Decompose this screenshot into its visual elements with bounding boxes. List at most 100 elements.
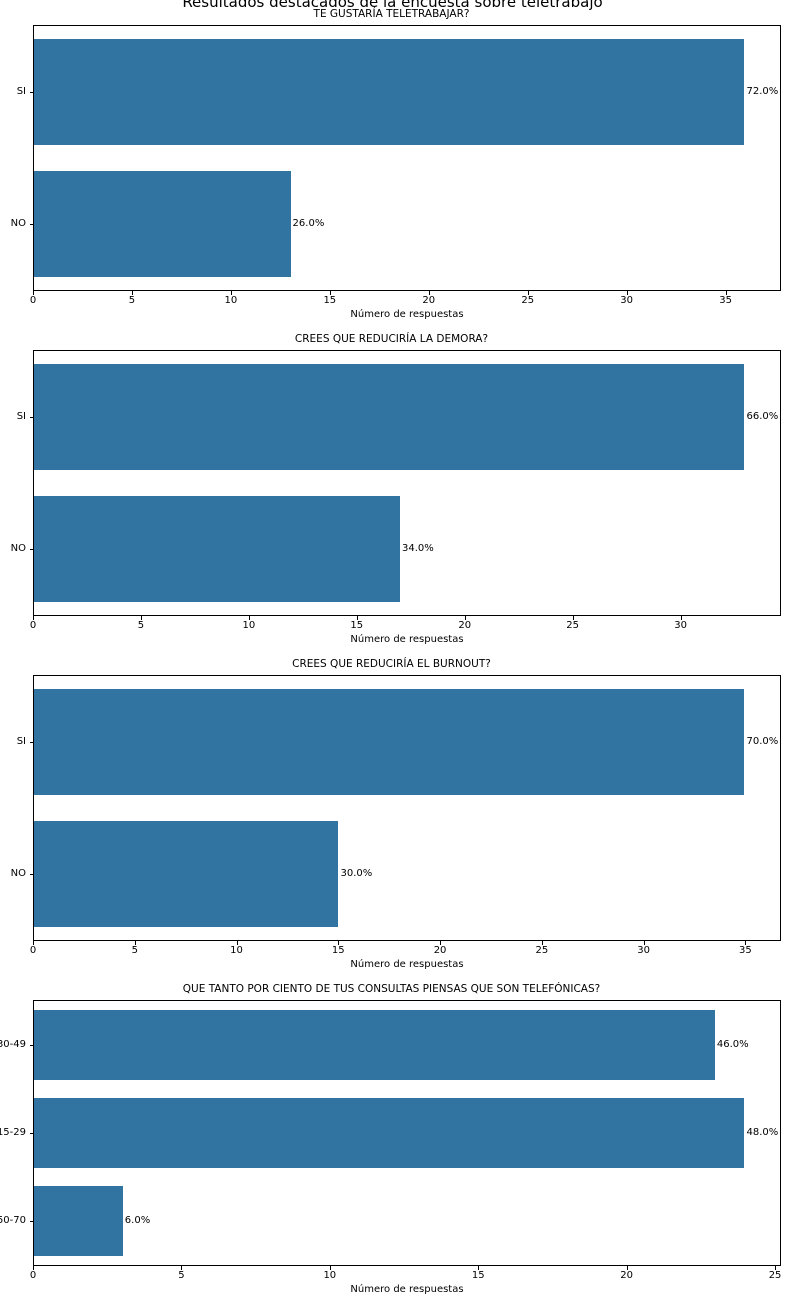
x-tick-label: 15 bbox=[471, 1270, 485, 1281]
bar-value-label: 30.0% bbox=[340, 868, 373, 879]
x-tick-mark bbox=[356, 616, 358, 620]
chart-title: CREES QUE REDUCIRÍA EL BURNOUT? bbox=[292, 658, 491, 670]
x-tick-mark bbox=[775, 1266, 777, 1270]
x-axis-label: Número de respuestas bbox=[350, 309, 464, 320]
x-tick-mark bbox=[329, 1266, 331, 1270]
x-tick-label: 5 bbox=[178, 1270, 185, 1281]
x-tick-label: 0 bbox=[29, 295, 37, 306]
y-tick-mark bbox=[30, 224, 34, 225]
x-tick-mark bbox=[248, 616, 250, 620]
x-tick-label: 25 bbox=[521, 295, 535, 306]
bar-value-label: 48.0% bbox=[746, 1127, 779, 1138]
y-tick-label: NO bbox=[10, 543, 26, 554]
x-axis-label: Número de respuestas bbox=[350, 959, 464, 970]
x-tick-label: 25 bbox=[768, 1270, 782, 1281]
x-tick-label: 10 bbox=[230, 945, 243, 956]
x-tick-label: 25 bbox=[566, 620, 580, 631]
x-axis: 0 5 10 15 20 25 30 35 bbox=[29, 941, 781, 958]
bar-si bbox=[34, 364, 745, 470]
y-tick-mark bbox=[30, 1133, 34, 1134]
y-tick-mark bbox=[30, 417, 34, 418]
x-tick-mark bbox=[33, 616, 34, 620]
plot-area: 66.0% SI 34.0% NO bbox=[11, 350, 781, 616]
bar-value-label: 46.0% bbox=[716, 1039, 749, 1050]
x-tick-mark bbox=[338, 941, 340, 945]
x-tick-mark bbox=[440, 941, 442, 945]
x-axis: 0 5 10 15 20 25 30 bbox=[29, 616, 781, 633]
figure-suptitle: Resultados destacados de la encuesta sob… bbox=[182, 0, 603, 11]
x-tick-mark bbox=[181, 1266, 183, 1270]
x-tick-label: 10 bbox=[323, 1270, 337, 1281]
chart-2: CREES QUE REDUCIRÍA LA DEMORA? 66.0% SI 34.… bbox=[0, 333, 785, 646]
chart-title: CREES QUE REDUCIRÍA LA DEMORA? bbox=[294, 333, 489, 345]
x-tick-label: 0 bbox=[29, 1270, 37, 1281]
x-tick-mark bbox=[131, 291, 133, 295]
x-tick-mark bbox=[680, 616, 682, 620]
x-tick-label: 20 bbox=[620, 1270, 634, 1281]
plot-area: 70.0% SI 30.0% NO bbox=[11, 675, 781, 941]
y-tick-label: SI bbox=[16, 86, 26, 97]
chart-title: QUE TANTO POR CIENTO DE TUS CONSULTAS PI… bbox=[182, 983, 601, 995]
y-tick-label: SI bbox=[16, 736, 26, 747]
x-tick-mark bbox=[329, 291, 331, 295]
x-tick-mark bbox=[134, 941, 136, 945]
bar-30-49 bbox=[34, 1009, 715, 1081]
x-tick-mark bbox=[478, 1266, 480, 1270]
x-tick-label: 20 bbox=[458, 620, 472, 631]
bar-si bbox=[34, 689, 745, 795]
x-tick-mark bbox=[230, 291, 232, 295]
x-tick-label: 20 bbox=[422, 295, 436, 306]
bar-value-label: 70.0% bbox=[746, 736, 779, 747]
x-tick-mark bbox=[527, 291, 529, 295]
x-tick-mark bbox=[428, 291, 430, 295]
y-tick-label: 15-29 bbox=[0, 1127, 26, 1138]
x-tick-label: 10 bbox=[242, 620, 256, 631]
bar-no bbox=[34, 496, 400, 602]
y-tick-mark bbox=[30, 742, 34, 743]
x-tick-label: 35 bbox=[739, 945, 752, 956]
x-tick-label: 25 bbox=[535, 945, 549, 956]
y-tick-label: SI bbox=[16, 411, 26, 422]
x-axis-label: Número de respuestas bbox=[350, 634, 464, 645]
x-tick-label: 5 bbox=[137, 620, 145, 631]
x-axis: 0 5 10 15 20 25 30 35 bbox=[29, 291, 781, 308]
y-tick-mark bbox=[30, 874, 34, 875]
plot-area: 46.0% 30-49 48.0% 15-29 6.0% 50-70 bbox=[0, 1000, 781, 1266]
x-tick-mark bbox=[33, 291, 34, 295]
x-tick-label: 0 bbox=[29, 620, 37, 631]
bar-value-label: 26.0% bbox=[292, 218, 325, 229]
x-tick-mark bbox=[236, 941, 238, 945]
y-tick-label: 30-49 bbox=[0, 1039, 26, 1050]
x-tick-label: 0 bbox=[29, 945, 37, 956]
x-tick-mark bbox=[745, 941, 747, 945]
x-tick-mark bbox=[725, 291, 727, 295]
x-tick-mark bbox=[33, 1266, 34, 1270]
bar-value-label: 6.0% bbox=[124, 1215, 151, 1226]
x-tick-label: 30 bbox=[637, 945, 650, 956]
bar-50-70 bbox=[34, 1185, 123, 1257]
x-tick-mark bbox=[33, 941, 34, 945]
x-tick-mark bbox=[541, 941, 543, 945]
x-tick-mark bbox=[626, 1266, 628, 1270]
x-tick-label: 15 bbox=[350, 620, 364, 631]
x-tick-label: 15 bbox=[331, 945, 345, 956]
bar-value-label: 34.0% bbox=[402, 543, 434, 554]
x-tick-label: 5 bbox=[131, 945, 138, 956]
x-tick-label: 35 bbox=[719, 295, 732, 306]
x-tick-label: 30 bbox=[620, 295, 634, 306]
y-tick-mark bbox=[30, 549, 34, 550]
bar-value-label: 72.0% bbox=[746, 86, 779, 97]
x-axis: 0 5 10 15 20 25 bbox=[29, 1266, 782, 1283]
bar-si bbox=[34, 39, 745, 145]
y-tick-label: 50-70 bbox=[0, 1215, 26, 1226]
chart-4: QUE TANTO POR CIENTO DE TUS CONSULTAS PI… bbox=[0, 983, 785, 1296]
chart-3: CREES QUE REDUCIRÍA EL BURNOUT? 70.0% SI 30… bbox=[0, 658, 785, 971]
chart-title: TE GUSTARÍA TELETRABAJAR? bbox=[313, 8, 470, 20]
y-tick-mark bbox=[30, 92, 34, 93]
y-tick-mark bbox=[30, 1045, 34, 1046]
plot-area: 72.0% SI 26.0% NO bbox=[11, 25, 781, 291]
charts-container: TE GUSTARÍA TELETRABAJAR? 72.0% SI 26.0% NO 0… bbox=[0, 8, 785, 1296]
x-tick-mark bbox=[140, 616, 142, 620]
bar-15-29 bbox=[34, 1097, 745, 1169]
y-tick-mark bbox=[30, 1221, 34, 1222]
